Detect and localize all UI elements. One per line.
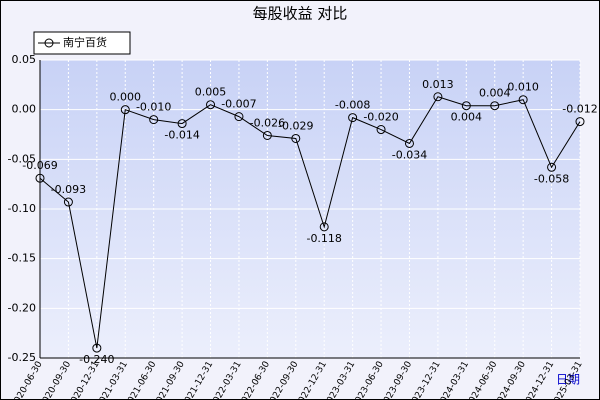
point xyxy=(433,92,443,102)
data-label: -0.014 xyxy=(164,129,199,142)
point xyxy=(206,100,216,110)
data-label: -0.240 xyxy=(79,353,114,366)
point xyxy=(177,119,187,129)
data-label: 0.005 xyxy=(195,86,227,99)
x-axis-label: 日期 xyxy=(556,373,580,387)
data-label: 0.004 xyxy=(451,111,483,124)
point xyxy=(63,197,73,207)
y-tick-label: -0.10 xyxy=(8,202,36,215)
data-label: -0.020 xyxy=(363,111,398,124)
data-label: 0.000 xyxy=(110,91,142,104)
point xyxy=(518,95,528,105)
point xyxy=(234,112,244,122)
point xyxy=(35,173,45,183)
point xyxy=(490,101,500,111)
series-line xyxy=(39,96,581,349)
legend-label: 南宁百货 xyxy=(63,35,107,49)
y-tick-label: -0.20 xyxy=(8,301,36,314)
point xyxy=(376,125,386,135)
point xyxy=(348,113,358,123)
data-label: -0.012 xyxy=(562,103,597,116)
data-label: -0.093 xyxy=(51,183,86,196)
y-tick-label: -0.15 xyxy=(8,252,36,265)
point xyxy=(547,162,557,172)
point xyxy=(291,133,301,143)
data-label: 0.013 xyxy=(422,78,454,91)
point xyxy=(92,343,102,353)
y-tick-label: 0.05 xyxy=(12,53,37,66)
y-tick-label: -0.25 xyxy=(8,351,36,364)
data-label: -0.069 xyxy=(22,159,57,172)
data-label: 0.010 xyxy=(507,81,539,94)
legend-marker xyxy=(44,38,54,48)
point xyxy=(404,138,414,148)
data-label: -0.007 xyxy=(221,98,256,111)
chart-title: 每股收益 对比 xyxy=(253,5,348,23)
legend-box xyxy=(33,31,131,55)
data-label: -0.010 xyxy=(136,101,171,114)
y-tick-label: -0.05 xyxy=(8,152,36,165)
point xyxy=(575,117,585,127)
data-label: -0.026 xyxy=(250,116,285,129)
data-label: -0.008 xyxy=(335,99,370,112)
y-tick-label: 0.00 xyxy=(12,103,37,116)
data-label: 0.004 xyxy=(479,87,511,100)
data-label: -0.034 xyxy=(392,148,427,161)
point xyxy=(262,130,272,140)
data-label: -0.029 xyxy=(278,119,313,132)
data-label: -0.058 xyxy=(534,172,569,185)
point xyxy=(319,222,329,232)
data-label: -0.118 xyxy=(306,232,341,245)
point xyxy=(149,115,159,125)
point xyxy=(120,105,130,115)
point xyxy=(461,101,471,111)
